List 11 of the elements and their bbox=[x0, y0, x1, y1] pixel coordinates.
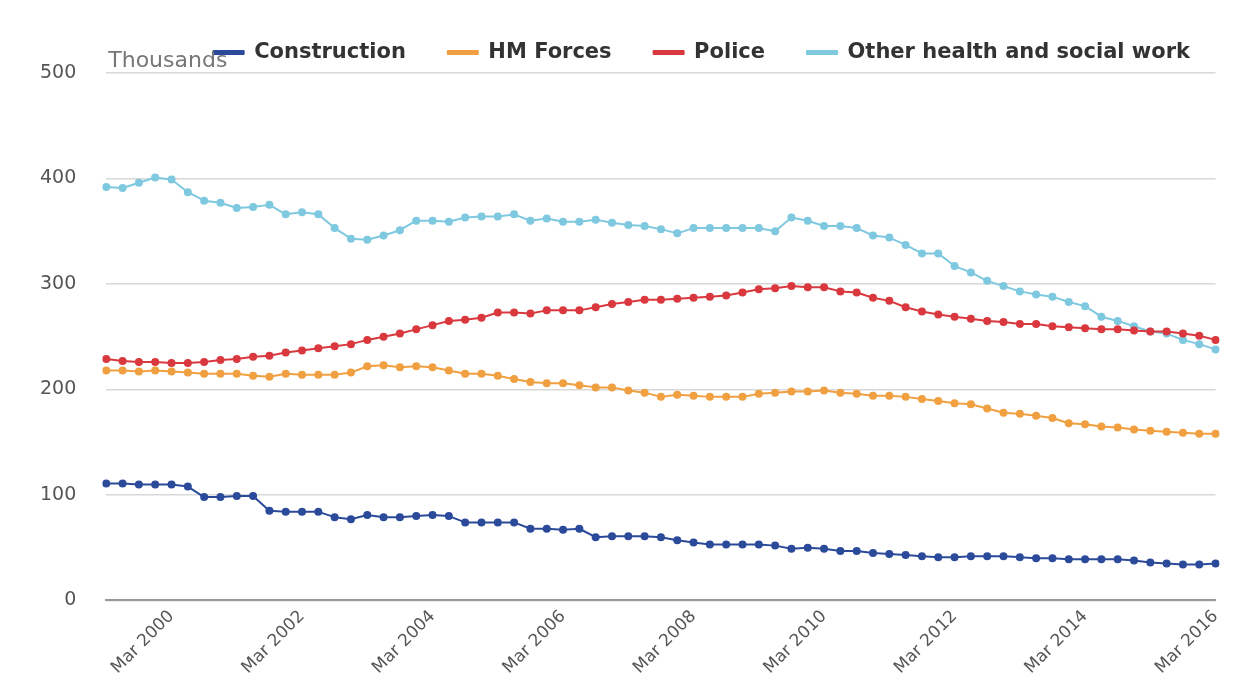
y-tick-label: 200 bbox=[40, 376, 77, 399]
y-tick-label: 0 bbox=[64, 587, 77, 610]
y-tick-label: 400 bbox=[40, 165, 77, 188]
legend-label: Police bbox=[694, 38, 766, 63]
y-axis-title: Thousands bbox=[107, 46, 228, 72]
legend-label: HM Forces bbox=[488, 38, 612, 63]
y-tick-label: 300 bbox=[40, 270, 77, 293]
y-tick-label: 500 bbox=[40, 59, 77, 82]
legend-label: Construction bbox=[254, 38, 406, 63]
legend-label: Other health and social work bbox=[847, 38, 1192, 63]
y-tick-label: 100 bbox=[40, 481, 77, 504]
